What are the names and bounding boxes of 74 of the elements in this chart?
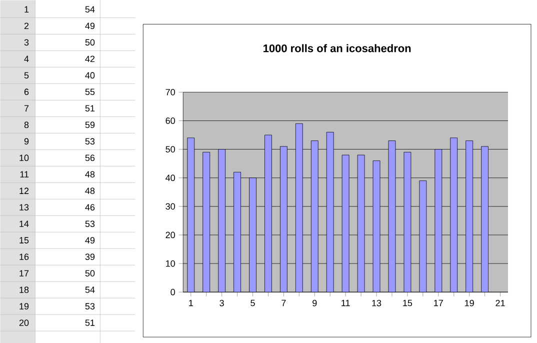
x-tick-label: 17: [434, 300, 443, 306]
bar: [295, 123, 303, 292]
text: 5: [24, 72, 29, 78]
text: 54: [85, 286, 95, 293]
y-tick-label: 40: [166, 174, 175, 181]
bar: [419, 180, 427, 292]
text: 53: [85, 302, 95, 310]
y-tick-label: 0: [170, 288, 175, 296]
bar: [434, 148, 442, 292]
bar: [310, 140, 318, 292]
text: 50: [85, 39, 95, 46]
text: 56: [85, 154, 95, 161]
bar: [249, 178, 256, 292]
text: 54: [85, 6, 95, 12]
y-tick-label: 70: [166, 88, 175, 96]
x-tick-label: 9: [312, 300, 317, 306]
x-tick-label: 21: [496, 300, 505, 306]
text: 9: [24, 138, 29, 144]
bar: [326, 132, 334, 292]
text: 14: [20, 220, 29, 227]
text: 10: [20, 154, 29, 161]
x-tick-label: 11: [342, 300, 350, 306]
text: 13: [20, 204, 29, 210]
text: 17: [20, 270, 29, 276]
text: 48: [85, 188, 95, 194]
text: 20: [19, 319, 29, 326]
text: 18: [20, 286, 29, 293]
text: 53: [85, 220, 95, 227]
x-tick-label: 15: [403, 300, 412, 306]
bar: [466, 140, 474, 292]
text: 48: [85, 171, 95, 178]
bar: [481, 146, 489, 292]
y-tick-label: 20: [166, 232, 175, 238]
text: 51: [85, 105, 95, 112]
x-tick-label: 19: [465, 300, 474, 306]
x-tick-label: 13: [372, 300, 382, 306]
text: 53: [85, 138, 95, 144]
x-tick-label: 1: [189, 300, 193, 306]
text: 3: [24, 39, 29, 46]
x-tick-label: 3: [220, 300, 224, 306]
bar: [264, 134, 272, 292]
text: 39: [85, 253, 95, 260]
y-tick-label: 30: [166, 203, 175, 210]
text: 6: [24, 88, 29, 95]
text: 15: [20, 237, 29, 244]
text: 1: [24, 6, 29, 12]
bar: [450, 138, 458, 292]
text: 7: [24, 105, 29, 112]
y-tick-label: 10: [166, 260, 175, 267]
text: 51: [85, 320, 95, 326]
text: 59: [85, 122, 95, 128]
bar: [187, 138, 195, 292]
x-tick-label: 7: [282, 300, 286, 306]
text: 55: [85, 88, 95, 95]
bar: [218, 148, 226, 292]
bar: [280, 146, 288, 292]
text: 12: [20, 188, 29, 194]
bar: [202, 152, 210, 292]
text: 8: [24, 122, 29, 128]
text: 50: [85, 270, 95, 276]
text: 16: [20, 253, 29, 260]
y-tick-label: 50: [166, 146, 175, 152]
bar: [234, 172, 241, 292]
x-tick-label: 5: [250, 300, 255, 306]
text: 49: [85, 236, 95, 244]
text: 4: [24, 56, 29, 62]
text: 49: [85, 22, 95, 29]
text: 46: [85, 204, 95, 210]
text: 11: [20, 171, 29, 178]
text: 42: [85, 56, 95, 62]
chart-title: 1000 rolls of an icosahedron: [264, 44, 411, 52]
y-tick-label: 60: [166, 117, 175, 124]
text: 40: [85, 72, 95, 78]
text: 2: [24, 22, 29, 29]
